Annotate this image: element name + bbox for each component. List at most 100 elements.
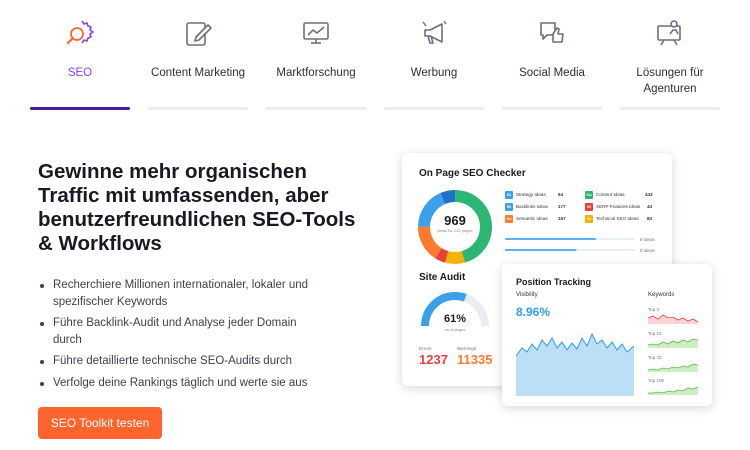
ideas-donut-chart: [418, 190, 492, 264]
tab-indicator: [620, 107, 720, 110]
idea-name: Backlinks Ideas: [516, 204, 548, 209]
feature-item: Recherchiere Millionen internationaler, …: [38, 277, 328, 310]
tab-label: Werbung: [410, 67, 458, 79]
idea-value: 442: [645, 192, 653, 197]
tab-loesungen-fuer-agenturen[interactable]: Lösungen für Agenturen: [620, 0, 720, 112]
keyword-group-label: Top 100: [648, 378, 665, 383]
tab-indicator: [502, 107, 602, 110]
keyword-group-label: Top 3: [648, 307, 660, 312]
keywords-label: Keywords: [648, 292, 675, 298]
idea-row-technical-seo: Te Technical SEO Ideas 84: [585, 215, 655, 223]
idea-row-strategy: St Strategy Ideas 64: [505, 191, 567, 199]
sparkline-line: [648, 363, 698, 371]
site-audit-title: Site Audit: [419, 272, 466, 283]
tab-active-indicator: [30, 107, 130, 110]
position-tracking-card: Position Tracking Visibility 8.96% Keywo…: [502, 264, 712, 406]
hero-headline: Gewinne mehr organischen Traffic mit umf…: [38, 160, 356, 255]
idea-value: 64: [558, 192, 564, 197]
tab-seo[interactable]: SEO: [30, 0, 130, 112]
donut-segment: [418, 190, 492, 264]
idea-badge: St: [505, 191, 513, 199]
edit-document-icon: [186, 22, 212, 46]
keyword-group-label: Top 20: [648, 355, 662, 360]
errors-value: 1237: [419, 352, 448, 367]
visibility-line: [516, 332, 634, 357]
tab-label: Marktforschung: [276, 67, 356, 79]
ideas-progress-bars: [505, 238, 635, 251]
seo-toolkit-try-button[interactable]: SEO Toolkit testen: [38, 407, 162, 439]
progress-label: 8 ideas: [640, 237, 655, 242]
site-audit-percent: 61%: [443, 313, 467, 325]
idea-row-serp-features: Sf SERP Features Ideas 44: [585, 203, 655, 211]
visibility-value: 8.96%: [516, 305, 551, 319]
idea-name: Strategy Ideas: [516, 192, 546, 197]
feature-list: Recherchiere Millionen internationaler, …: [38, 277, 328, 396]
top20-sparkline: [648, 363, 698, 372]
idea-value: 84: [647, 216, 653, 221]
idea-badge: Sf: [585, 203, 593, 211]
site-audit-caption: no changes: [444, 327, 466, 332]
idea-name: Semantic Ideas: [516, 216, 548, 221]
idea-name: Technical SEO Ideas: [596, 216, 639, 221]
top3-sparkline: [648, 314, 698, 324]
feature-item: Führe detaillierte technische SEO-Audits…: [38, 353, 328, 370]
donut-segment: [418, 190, 492, 264]
tab-label: Social Media: [519, 67, 585, 79]
site-audit-gauge: [421, 292, 489, 338]
idea-value: 44: [647, 204, 653, 209]
feature-item: Führe Backlink-Audit und Analyse jeder D…: [38, 315, 328, 348]
errors-label: Errors: [419, 346, 432, 351]
idea-badge: Se: [505, 215, 513, 223]
idea-badge: Co: [585, 191, 593, 199]
idea-value: 177: [558, 204, 566, 209]
progress-fill: [505, 249, 577, 251]
gauge-fill: [421, 292, 489, 338]
progress-label: 5 ideas: [640, 248, 655, 253]
top100-sparkline: [648, 386, 698, 395]
solution-tabs: SEO Content Marketing Marktforschung Wer…: [30, 0, 720, 112]
feature-item: Verfolge deine Rankings täglich und wert…: [38, 375, 328, 392]
warnings-value: 11335: [457, 352, 493, 367]
visibility-label: Visibility: [516, 292, 538, 298]
tab-label: Lösungen für Agenturen: [636, 67, 704, 95]
tab-label: Content Marketing: [151, 67, 245, 79]
idea-row-backlinks: Bl Backlinks Ideas 177: [505, 203, 567, 211]
idea-row-content: Co Content Ideas 442: [585, 191, 655, 199]
ideas-total: 969: [444, 213, 466, 228]
chat-thumbs-up-icon: [540, 22, 564, 43]
tab-content-marketing[interactable]: Content Marketing: [148, 0, 248, 112]
progress-fill: [505, 238, 596, 240]
presenter-board-icon: [657, 20, 681, 46]
seo-gear-search-icon: [66, 20, 94, 45]
ideas-total-caption: ideas for 142 pages: [437, 228, 473, 233]
sparkline-line: [648, 314, 698, 323]
top10-sparkline: [648, 338, 698, 348]
tab-werbung[interactable]: Werbung: [384, 0, 484, 112]
donut-segment: [418, 190, 492, 264]
position-tracking-title: Position Tracking: [516, 277, 592, 287]
idea-badge: Bl: [505, 203, 513, 211]
idea-badge: Te: [585, 215, 593, 223]
tab-indicator: [266, 107, 366, 110]
idea-name: SERP Features Ideas: [596, 204, 641, 209]
sparkline-line: [648, 338, 698, 346]
keyword-group-label: Top 10: [648, 331, 662, 336]
tab-indicator: [384, 107, 484, 110]
sparkline-area: [648, 364, 698, 372]
tab-label: SEO: [67, 67, 93, 79]
tab-indicator: [148, 107, 248, 110]
idea-row-semantic: Se Semantic Ideas 157: [505, 215, 567, 223]
visibility-area: [516, 334, 634, 396]
tab-marktforschung[interactable]: Marktforschung: [266, 0, 366, 112]
idea-value: 157: [558, 216, 566, 221]
idea-name: Content Ideas: [596, 192, 625, 197]
card-title: On Page SEO Checker: [419, 168, 526, 179]
visibility-area-chart: [516, 332, 634, 396]
tab-social-media[interactable]: Social Media: [502, 0, 602, 112]
chart-presentation-icon: [303, 22, 329, 44]
sparkline-area: [648, 315, 698, 324]
donut-segment: [418, 190, 492, 264]
warnings-label: Warnings: [457, 346, 477, 351]
megaphone-icon: [422, 20, 447, 44]
sparkline-line: [648, 386, 698, 394]
